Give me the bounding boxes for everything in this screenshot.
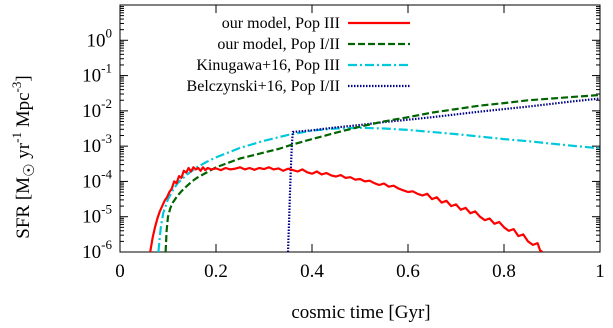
x-tick-label: 0.8 <box>492 261 516 282</box>
y-tick-label: 10-6 <box>82 237 112 263</box>
axis-ticks <box>119 5 601 253</box>
y-tick-label: 100 <box>87 25 113 51</box>
y-tick-exponent: -1 <box>101 61 112 76</box>
y-tick-exponent: -4 <box>101 166 112 181</box>
y-tick-exponent: -3 <box>101 131 112 146</box>
series-line-3 <box>157 126 600 252</box>
legend-label-2: our model, Pop I/II <box>217 36 340 53</box>
legend-label-1: our model, Pop III <box>222 15 340 32</box>
y-axis-label-main: SFR [M <box>13 177 34 239</box>
y-tick-base: 10 <box>82 136 101 157</box>
x-tick-label: 0.6 <box>396 261 420 282</box>
y-tick-label: 10-5 <box>82 202 112 228</box>
y-tick-exponent: 0 <box>106 25 113 40</box>
x-tick-label: 0 <box>115 261 125 282</box>
y-tick-exponent: -2 <box>101 96 112 111</box>
y-axis-label-exp1: -1 <box>9 132 24 143</box>
plot-frame <box>119 4 601 253</box>
series-lines <box>149 93 600 252</box>
x-tick-label: 0.4 <box>300 261 324 282</box>
series-line-4 <box>286 97 600 252</box>
y-tick-label: 10-4 <box>82 166 112 192</box>
x-tick-label: 1 <box>595 261 605 282</box>
x-tick-label: 0.2 <box>204 261 228 282</box>
y-axis-label-yr: yr <box>13 142 34 163</box>
y-tick-base: 10 <box>82 207 101 228</box>
legend-label-3: Kinugawa+16, Pop III <box>196 57 340 74</box>
y-tick-base: 10 <box>87 30 106 51</box>
y-tick-base: 10 <box>82 171 101 192</box>
legend-label-4: Belczynski+16, Pop I/II <box>187 78 340 95</box>
y-tick-base: 10 <box>82 101 101 122</box>
y-axis-label-sun-symbol: ☉ <box>22 163 38 176</box>
y-tick-exponent: -5 <box>101 202 112 217</box>
legend: our model, Pop III our model, Pop I/II Kin… <box>187 15 410 95</box>
y-axis-label-mpc: Mpc <box>13 92 34 132</box>
y-axis-label: SFR [M☉ yr-1 Mpc-3] <box>9 75 38 238</box>
series-line-2 <box>164 93 600 252</box>
y-tick-base: 10 <box>82 242 101 263</box>
y-tick-label: 10-3 <box>82 131 112 157</box>
y-tick-label: 10-1 <box>82 61 112 87</box>
tick-labels: 0 0.2 0.4 0.6 0.8 110010-110-210-310-410-510-… <box>82 25 605 282</box>
plot-border <box>119 4 601 253</box>
y-tick-base: 10 <box>82 66 101 87</box>
series-line-1 <box>149 166 544 252</box>
y-axis-label-close: ] <box>13 75 34 81</box>
x-axis-label: cosmic time [Gyr] <box>291 302 430 323</box>
y-tick-exponent: -6 <box>101 237 112 252</box>
y-axis-label-group: SFR [M☉ yr-1 Mpc-3] <box>9 75 38 238</box>
y-axis-label-exp2: -3 <box>9 82 24 93</box>
y-tick-label: 10-2 <box>82 96 112 122</box>
